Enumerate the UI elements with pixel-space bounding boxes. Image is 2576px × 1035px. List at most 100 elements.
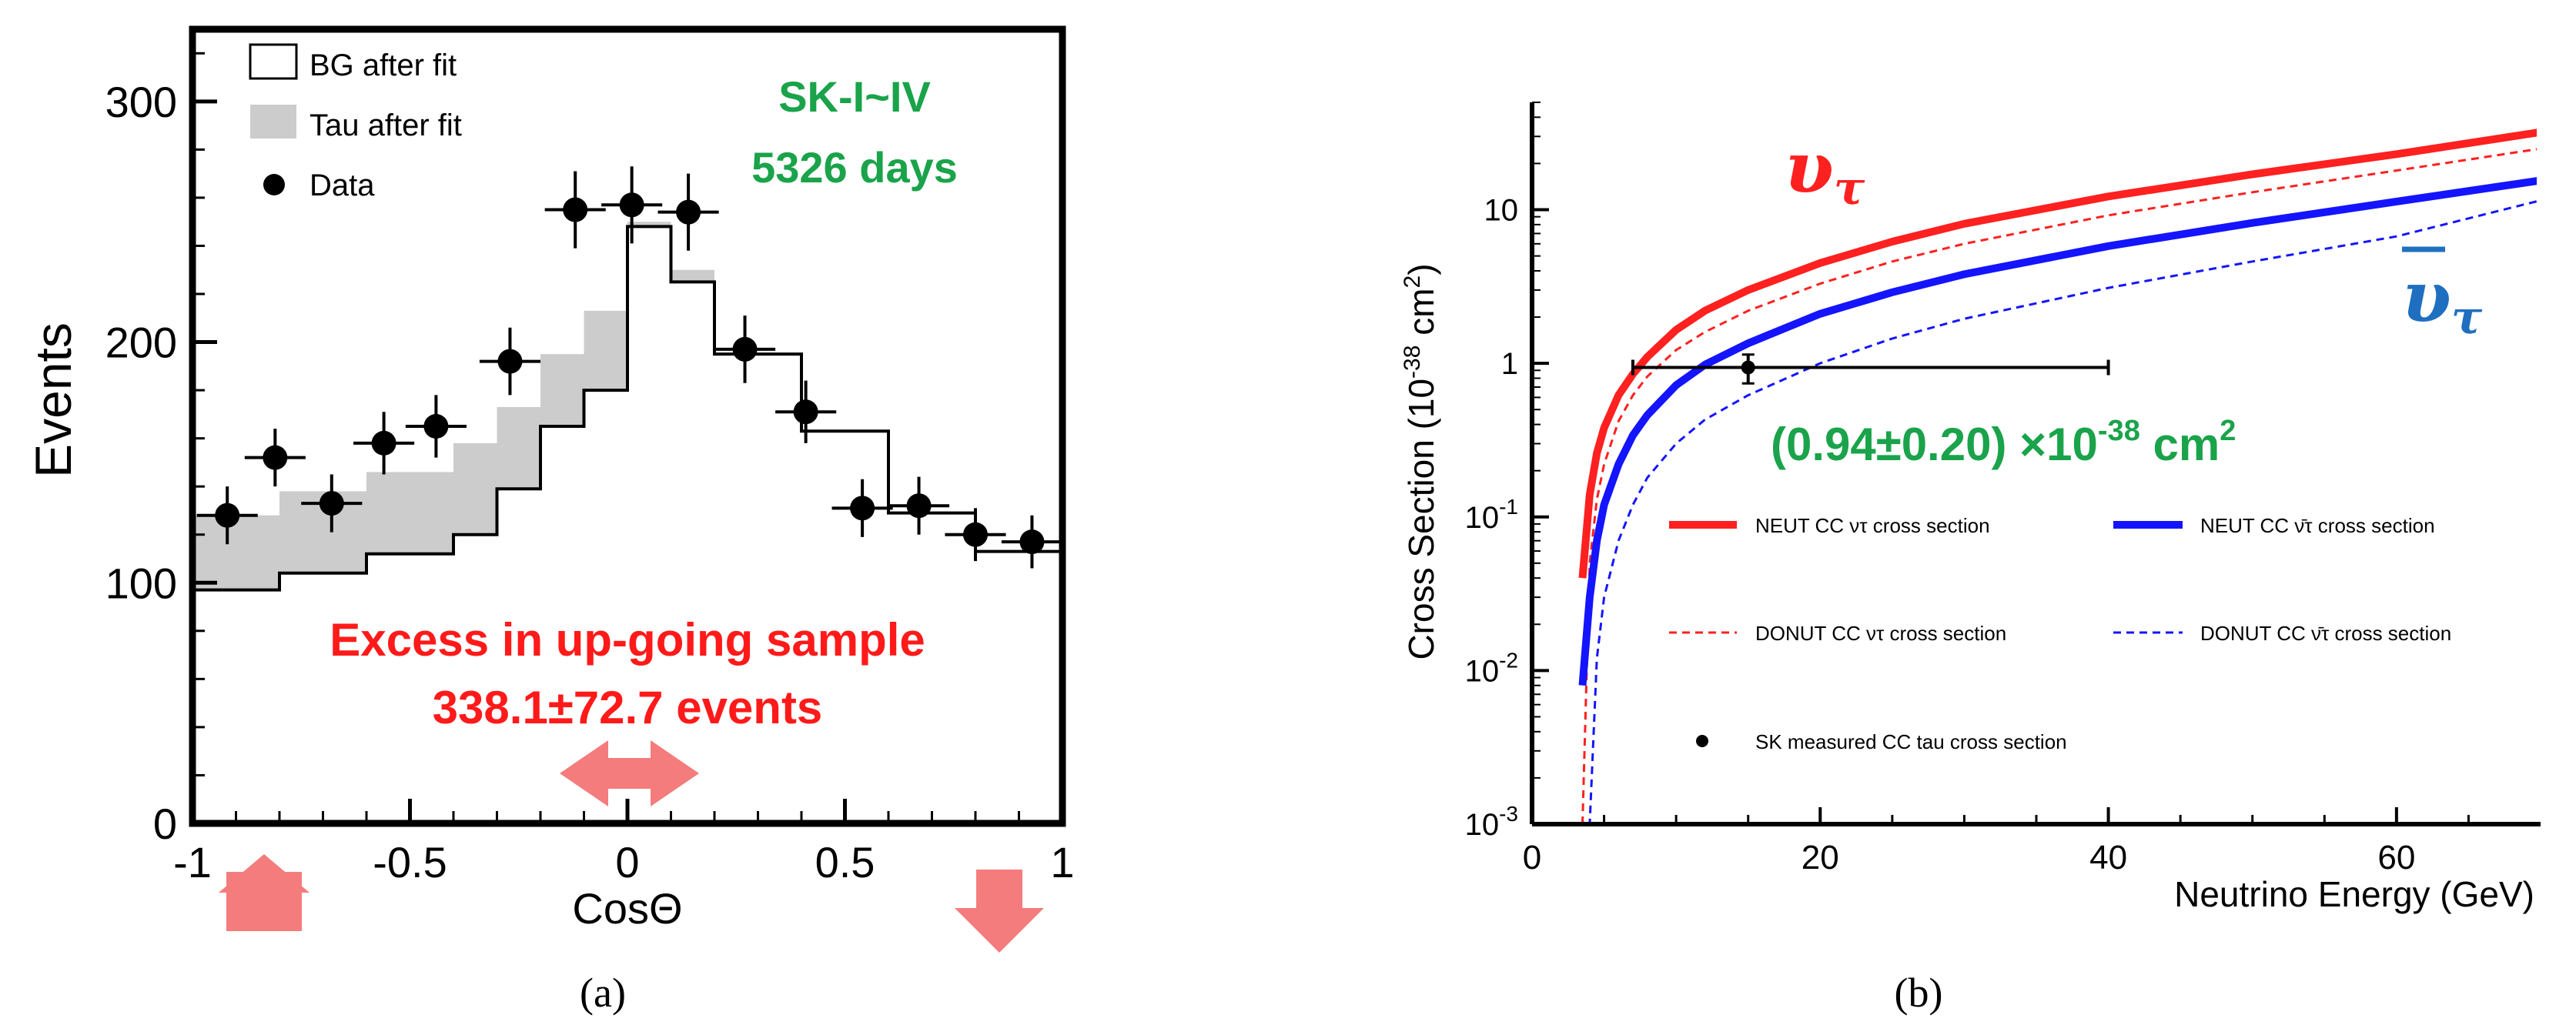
legend-label-donut-nu: DONUT CC ντ cross section <box>1755 622 2006 645</box>
data-point <box>353 412 415 475</box>
data-marker <box>497 349 523 374</box>
bg-step-line <box>192 225 1062 592</box>
y-ticks: 10-3 10-2 10-1 1 10 <box>1465 102 1549 842</box>
data-point <box>479 327 540 396</box>
x-tick-label: 0.5 <box>815 838 875 886</box>
y-axis-label: Events <box>25 322 82 478</box>
data-point <box>945 508 1006 562</box>
legend-label-sk: SK measured CC tau cross section <box>1755 730 2067 753</box>
result-unit: cm <box>2140 419 2220 470</box>
tau-bin <box>192 515 279 590</box>
data-marker <box>1019 529 1045 555</box>
x-tick-label: 20 <box>1802 839 1839 876</box>
legend-label-tau: Tau after fit <box>309 109 462 142</box>
nubar-tau-symbol: υ <box>2402 255 2451 339</box>
y-tick-label: 10-1 <box>1465 495 1518 535</box>
tau-bin <box>540 354 584 426</box>
x-ticks: -1 -0.5 0 0.5 1 <box>173 799 1075 886</box>
data-marker <box>563 197 588 222</box>
tau-bin <box>366 472 453 554</box>
sk-period-label: SK-I~IV <box>778 72 931 121</box>
legend: BG after fit Tau after fit Data <box>249 43 462 202</box>
y-tick-label: 10-2 <box>1465 648 1518 688</box>
up-arrow-icon-head <box>219 854 309 893</box>
data-point <box>888 476 950 535</box>
x-ticks: 0 20 40 60 <box>1523 807 2470 876</box>
x-tick-label: 0 <box>1523 839 1541 876</box>
data-point <box>714 316 776 383</box>
legend-swatch-bg <box>249 43 298 80</box>
data-marker <box>676 199 701 225</box>
series-line <box>1581 148 2537 824</box>
data-point <box>657 173 719 251</box>
data-point <box>1001 515 1062 569</box>
data-point <box>775 380 837 443</box>
left-right-arrow-icon <box>560 740 699 806</box>
tau-bin <box>584 310 627 391</box>
bg-after-fit-step <box>192 225 1062 592</box>
x-tick-label: -1 <box>173 838 212 886</box>
series-line <box>1588 200 2537 824</box>
data-marker <box>263 445 288 470</box>
excess-label-line1: Excess in up-going sample <box>330 614 925 666</box>
y-tick-label: 100 <box>105 559 177 607</box>
caption-b: (b) <box>1895 970 1943 1016</box>
sk-measurement <box>1631 353 2110 385</box>
nu-tau-label: υτ <box>1785 126 1865 215</box>
data-marker <box>732 336 758 362</box>
result-exp: -38 <box>2098 415 2140 447</box>
nubar-tau-text: υτ <box>2402 255 2483 345</box>
y-tick-label: 1 <box>1501 347 1518 381</box>
legend-label-donut-nubar: DONUT CC ν̄τ cross section <box>2200 622 2451 645</box>
x-tick-label: -0.5 <box>373 838 447 886</box>
y-tick-label: 300 <box>105 78 177 126</box>
tau-bin <box>627 222 671 227</box>
legend-label-data: Data <box>309 169 375 202</box>
legend-label-neut-nu: NEUT CC ντ cross section <box>1755 514 1990 537</box>
data-point <box>831 479 893 537</box>
data-point <box>301 474 363 533</box>
nu-tau-symbol: υ <box>1785 126 1834 209</box>
y-axis-label-unit: cm <box>1401 288 1441 345</box>
x-tick-label: 0 <box>615 838 639 886</box>
tau-bin <box>497 406 540 489</box>
data-point <box>196 486 258 545</box>
down-arrow-icon <box>955 908 1044 953</box>
x-tick-label: 40 <box>2089 839 2127 876</box>
data-points <box>196 166 1062 569</box>
x-axis-label: Neutrino Energy (GeV) <box>2174 874 2534 914</box>
measurement-marker <box>1741 360 1755 375</box>
y-axis-label-end: ) <box>1401 263 1441 275</box>
series-line <box>1578 177 2537 686</box>
legend-label-neut-nubar: NEUT CC ν̄τ cross section <box>2200 514 2435 537</box>
tau-after-fit-area <box>192 222 714 590</box>
data-marker <box>371 430 396 456</box>
panel-b-cross-section: 0 20 40 60 10-3 10-2 10-1 1 10 Neutrino Energy … <box>1400 102 2541 914</box>
legend-label-bg: BG after fit <box>309 48 457 82</box>
data-point <box>544 171 606 249</box>
nubar-tau-sub: τ <box>2451 291 2483 345</box>
down-arrow-icon-stem <box>976 870 1022 912</box>
legend-marker-data <box>263 174 285 195</box>
data-point <box>601 166 663 244</box>
data-marker <box>963 522 988 547</box>
result-sq: 2 <box>2220 415 2236 447</box>
nubar-tau-label: υτ <box>2402 246 2483 345</box>
legend: NEUT CC ντ cross section NEUT CC ν̄τ cro… <box>1669 514 2451 753</box>
tau-bin <box>453 442 497 535</box>
caption-a: (a) <box>580 970 626 1016</box>
data-marker <box>423 414 449 439</box>
x-tick-label: 1 <box>1050 838 1074 886</box>
y-axis-label: Cross Section (10-38 cm2) <box>1400 263 1441 659</box>
nu-tau-sub: τ <box>1834 162 1865 215</box>
panel-a-histogram: -1 -0.5 0 0.5 1 0 100 200 300 CosΘ Events BG af… <box>25 25 1075 953</box>
y-tick-label: 10-3 <box>1465 802 1518 842</box>
y-axis-label-base: Cross Section (10 <box>1401 379 1441 660</box>
y-axis-label-sq: 2 <box>1400 275 1425 289</box>
data-marker <box>215 502 240 528</box>
result-main: (0.94±0.20) ×10 <box>1771 419 2098 470</box>
data-point <box>405 395 467 458</box>
x-axis-label: CosΘ <box>572 884 682 933</box>
y-tick-label: 10 <box>1484 194 1519 228</box>
excess-label-line2: 338.1±72.7 events <box>433 682 823 733</box>
